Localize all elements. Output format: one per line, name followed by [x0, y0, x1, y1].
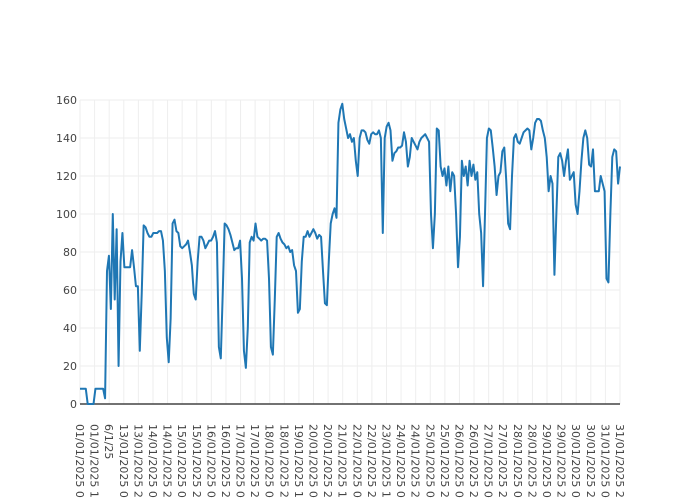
x-tick-label: 31/01/2025 2 [613, 424, 626, 498]
x-tick-label: 27/01/2025 0 [482, 424, 495, 498]
y-tick-label: 160 [56, 94, 77, 107]
x-tick-label: 23/01/2025 1 [379, 424, 392, 498]
x-tick-label: 22/01/2025 2 [365, 424, 378, 498]
x-tick-label: 19/01/2025 1 [292, 424, 305, 498]
x-tick-label: 18/01/2025 2 [277, 424, 290, 498]
y-tick-label: 100 [56, 208, 77, 221]
x-tick-label: 25/01/2025 2 [438, 424, 451, 498]
x-tick-label: 27/01/2025 2 [496, 424, 509, 498]
x-tick-label: 13/01/2025 2 [131, 424, 144, 498]
y-tick-label: 120 [56, 170, 77, 183]
y-axis-ticks: 0 20 40 60 80 100 120 140 160 [56, 94, 77, 411]
x-tick-label: 14/01/2025 2 [161, 424, 174, 498]
x-tick-label: 26/01/2025 2 [467, 424, 480, 498]
x-tick-label: 26/01/2025 0 [452, 424, 465, 498]
x-tick-label: 17/01/2025 0 [234, 424, 247, 498]
x-tick-label: 6/1/25 [102, 424, 115, 459]
x-tick-label: 15/01/2025 2 [190, 424, 203, 498]
y-tick-label: 60 [63, 284, 77, 297]
x-axis-ticks: 01/01/2025 0 01/01/2025 1 6/1/25 13/01/2025… [73, 424, 626, 498]
gridlines [79, 99, 621, 404]
x-tick-label: 31/01/2025 0 [598, 424, 611, 498]
x-tick-label: 29/01/2025 0 [540, 424, 553, 498]
x-tick-label: 01/01/2025 0 [73, 424, 86, 498]
x-tick-label: 25/01/2025 0 [423, 424, 436, 498]
x-tick-label: 16/01/2025 2 [219, 424, 232, 498]
x-tick-label: 24/01/2025 2 [409, 424, 422, 498]
x-tick-label: 30/01/2025 0 [569, 424, 582, 498]
x-tick-label: 29/01/2025 2 [555, 424, 568, 498]
x-tick-label: 15/01/2025 0 [175, 424, 188, 498]
y-tick-label: 80 [63, 246, 77, 259]
x-tick-label: 28/01/2025 2 [525, 424, 538, 498]
x-tick-label: 28/01/2025 0 [511, 424, 524, 498]
series-line [80, 102, 621, 405]
x-tick-label: 18/01/2025 0 [263, 424, 276, 498]
x-tick-label: 13/01/2025 0 [117, 424, 130, 498]
y-tick-label: 140 [56, 132, 77, 145]
x-tick-label: 17/01/2025 2 [248, 424, 261, 498]
y-tick-label: 40 [63, 322, 77, 335]
x-tick-label: 20/01/2025 2 [321, 424, 334, 498]
x-tick-label: 16/01/2025 0 [204, 424, 217, 498]
x-tick-label: 14/01/2025 0 [146, 424, 159, 498]
x-tick-label: 22/01/2025 0 [350, 424, 363, 498]
y-tick-label: 20 [63, 360, 77, 373]
y-tick-label: 0 [70, 398, 77, 411]
x-tick-label: 20/01/2025 0 [307, 424, 320, 498]
series-layer [80, 102, 621, 405]
x-tick-label: 01/01/2025 1 [88, 424, 101, 498]
x-tick-label: 21/01/2025 1 [336, 424, 349, 498]
x-tick-label: 24/01/2025 0 [394, 424, 407, 498]
x-tick-label: 30/01/2025 2 [584, 424, 597, 498]
